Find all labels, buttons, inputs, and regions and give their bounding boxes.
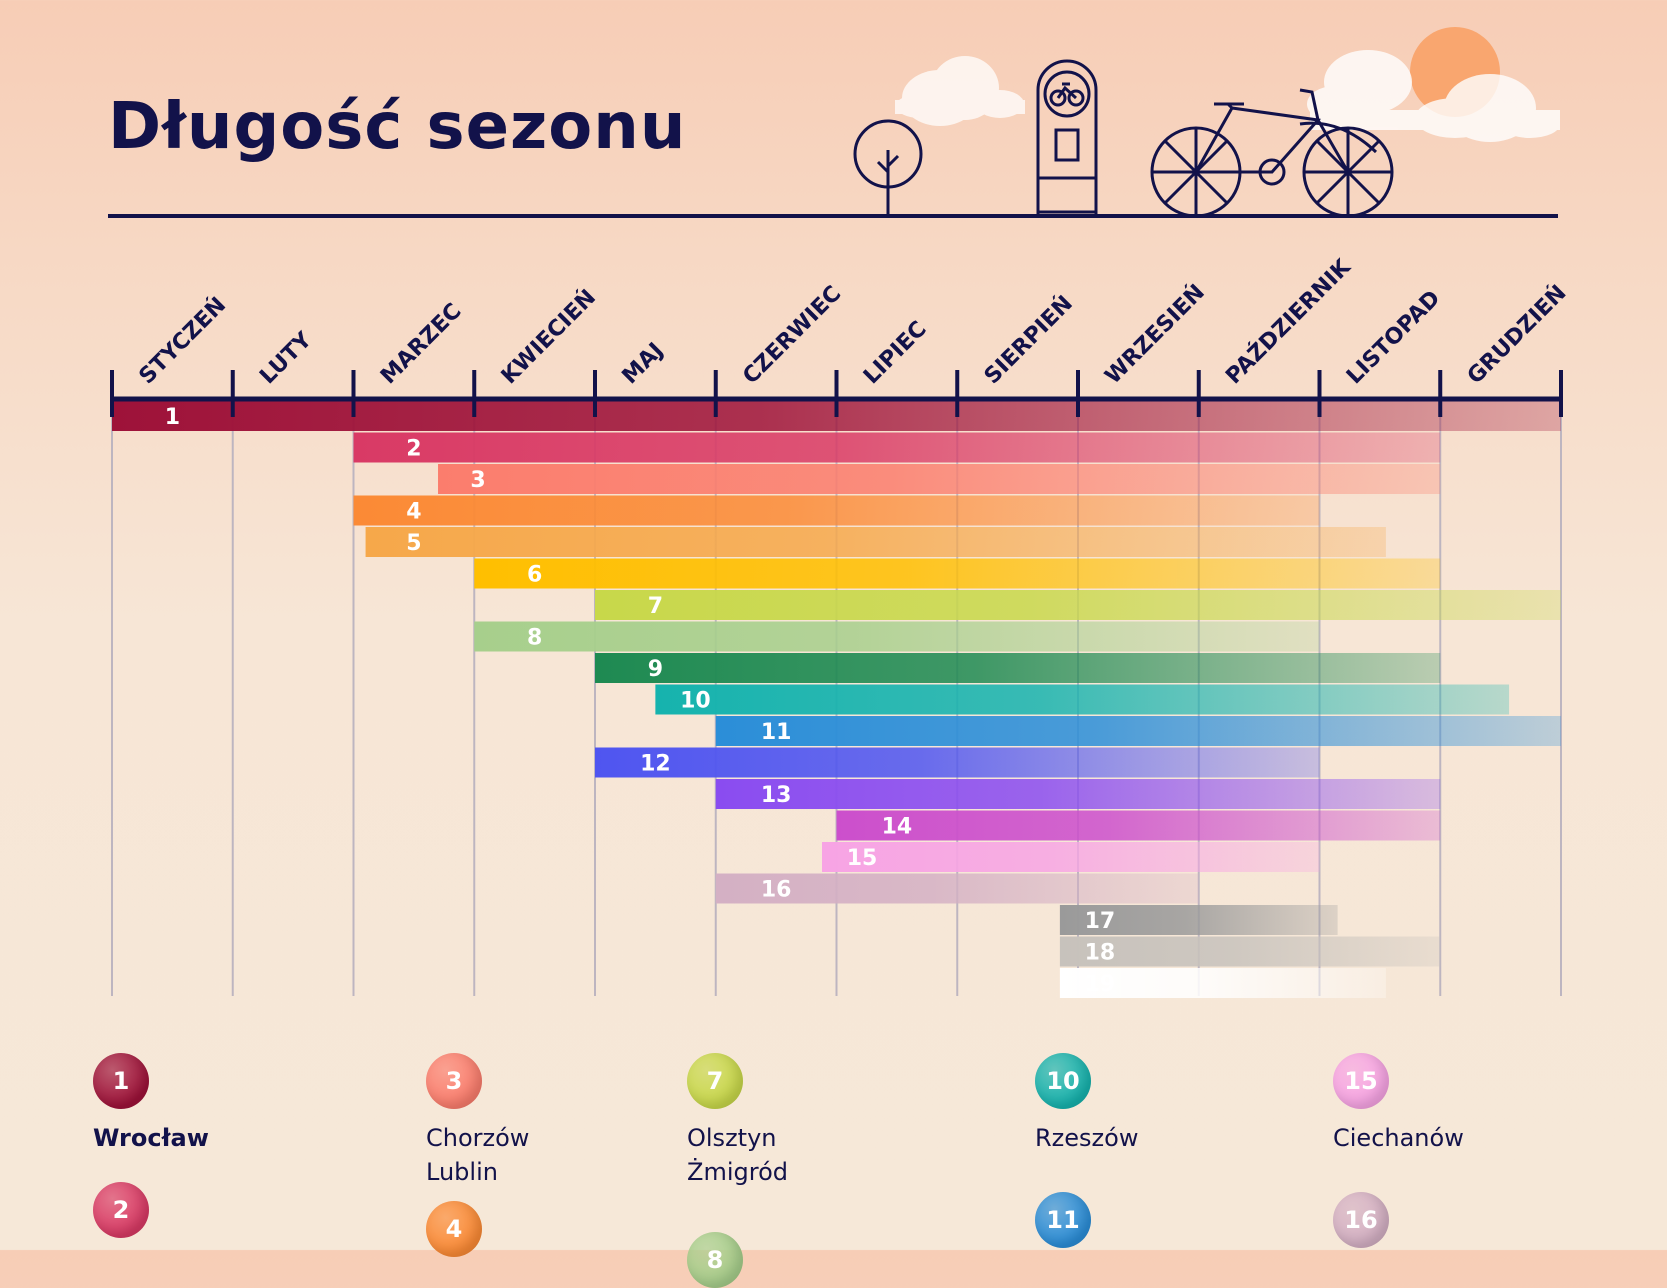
bar-label: 18: [1085, 941, 1116, 966]
month-label: MARZEC: [376, 299, 467, 390]
month-labels: STYCZEŃ LUTY MARZEC KWIECIEŃ MAJ CZERWIEC LIPI…: [134, 253, 1572, 389]
legend-item: 3 Chorzów Lublin: [426, 1053, 529, 1189]
legend-number: 16: [1333, 1192, 1389, 1248]
legend-number: 15: [1333, 1053, 1389, 1109]
bar-label: 14: [882, 815, 913, 840]
bar-label: 4: [406, 500, 421, 525]
bar-10: [655, 684, 1510, 715]
month-label: LUTY: [255, 327, 317, 389]
bar-label: 7: [648, 594, 663, 619]
bar-label: 10: [680, 689, 711, 714]
bar-18: [1059, 936, 1441, 967]
legend-item: 15 Ciechanów: [1333, 1053, 1464, 1155]
legend-number: 4: [426, 1201, 482, 1257]
bar-7: [595, 590, 1561, 620]
bar-label: 1: [165, 405, 180, 430]
bar-13: [715, 779, 1441, 809]
bar-label: 15: [847, 846, 878, 871]
bar-label: 9: [648, 657, 663, 682]
legend-number: 11: [1035, 1192, 1091, 1248]
bar-12: [595, 747, 1320, 778]
month-label: MAJ: [618, 338, 669, 389]
bar-16: [715, 873, 1199, 904]
bar-4: [353, 495, 1320, 526]
page-title: Długość sezonu: [108, 90, 687, 164]
bar-label: 13: [761, 783, 792, 808]
month-label: PAŹDZIERNIK: [1221, 253, 1357, 389]
bar-3: [438, 464, 1441, 494]
legend-city: Olsztyn Żmigród: [687, 1124, 788, 1186]
legend-item: 11: [1035, 1192, 1091, 1248]
bar-label: 12: [640, 752, 671, 777]
legend-number: 1: [93, 1053, 149, 1109]
legend-city: Rzeszów: [1035, 1124, 1139, 1152]
bar-15: [822, 842, 1320, 872]
bar-19: [1059, 968, 1386, 998]
bar-8: [474, 621, 1320, 652]
legend-item: 2: [93, 1182, 149, 1238]
bar-5: [365, 527, 1386, 557]
cloud-icon: [895, 56, 1025, 126]
header-illustration: [108, 27, 1560, 218]
legend-city: Wrocław: [93, 1124, 209, 1152]
bar-label: 19: [1085, 972, 1116, 997]
bar-14: [836, 810, 1441, 841]
month-label: LIPIEC: [859, 317, 932, 390]
bar-label: 3: [470, 468, 485, 493]
month-label: STYCZEŃ: [134, 292, 231, 389]
legend-item: 16: [1333, 1192, 1389, 1248]
legend-item: 1 Wrocław: [93, 1053, 209, 1155]
legend-item: 7 Olsztyn Żmigród: [687, 1053, 788, 1189]
month-label: KWIECIEŃ: [496, 284, 601, 389]
bicycle-icon: [1150, 88, 1394, 218]
month-label: SIERPIEŃ: [979, 290, 1078, 389]
legend-item: 10 Rzeszów: [1035, 1053, 1138, 1155]
tree-icon: [853, 119, 923, 216]
bar-label: 17: [1085, 909, 1116, 934]
bar-17: [1059, 905, 1338, 935]
legend-number: 3: [426, 1053, 482, 1109]
bar-label: 5: [406, 531, 421, 556]
bar-label: 11: [761, 720, 792, 745]
legend-city: Chorzów Lublin: [426, 1124, 530, 1186]
bike-station-icon: [1036, 59, 1098, 216]
legend-item: 8: [687, 1232, 743, 1288]
bar-label: 2: [406, 437, 421, 462]
month-label: LISTOPAD: [1342, 286, 1445, 389]
month-label: GRUDZIEŃ: [1462, 280, 1571, 389]
bar-2: [353, 432, 1441, 463]
bar-9: [595, 653, 1441, 683]
legend-item: 4: [426, 1201, 482, 1257]
bar-11: [715, 716, 1561, 746]
month-axis: [110, 370, 1563, 417]
legend-number: 2: [93, 1182, 149, 1238]
bar-label: 6: [527, 563, 542, 588]
legend-number: 10: [1035, 1053, 1091, 1109]
legend-city: Ciechanów: [1333, 1124, 1464, 1152]
bar-6: [474, 558, 1441, 589]
bar-label: 8: [527, 626, 542, 651]
bar-label: 16: [761, 878, 792, 903]
month-label: WRZESIEŃ: [1100, 279, 1210, 389]
month-label: CZERWIEC: [738, 281, 846, 389]
legend-number: 7: [687, 1053, 743, 1109]
legend-number: 8: [687, 1232, 743, 1288]
cloud-icon: [1307, 50, 1560, 142]
